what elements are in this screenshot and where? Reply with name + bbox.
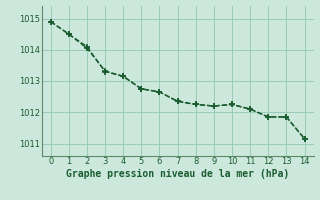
X-axis label: Graphe pression niveau de la mer (hPa): Graphe pression niveau de la mer (hPa) [66,169,289,179]
